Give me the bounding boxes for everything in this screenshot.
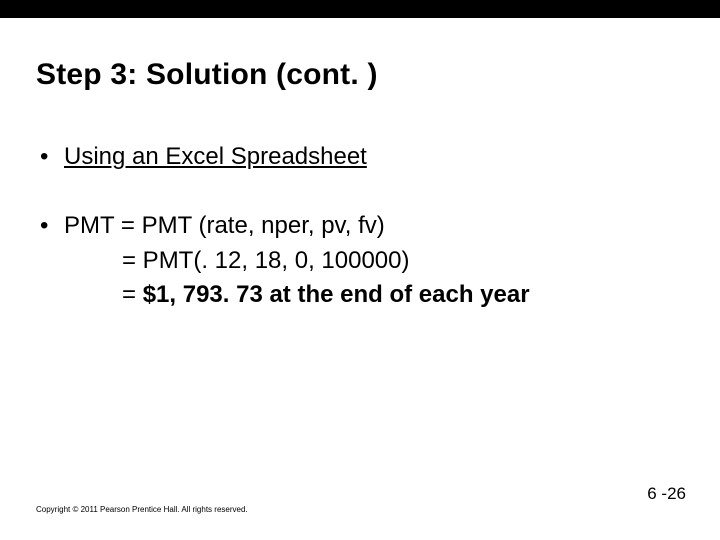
slide-title: Step 3: Solution (cont. ): [36, 58, 378, 92]
bullet-item-1: Using an Excel Spreadsheet: [40, 140, 680, 175]
bullet-1-text: Using an Excel Spreadsheet: [64, 143, 367, 170]
bullet-2-line-2: = PMT(. 12, 18, 0, 100000): [64, 244, 680, 279]
bullet-2-line-3: = $1, 793. 73 at the end of each year: [64, 278, 680, 313]
bullet-2-line-3-prefix: =: [122, 281, 143, 308]
top-bar: [0, 0, 720, 18]
copyright-text: Copyright © 2011 Pearson Prentice Hall. …: [36, 505, 248, 514]
bullet-item-2: PMT = PMT (rate, nper, pv, fv) = PMT(. 1…: [40, 209, 680, 313]
bullet-2-line-1: PMT = PMT (rate, nper, pv, fv): [64, 209, 680, 244]
bullet-list: Using an Excel Spreadsheet PMT = PMT (ra…: [40, 140, 680, 347]
page-number: 6 -26: [647, 484, 686, 504]
bullet-2-line-3-bold: $1, 793. 73 at the end of each year: [143, 281, 530, 308]
